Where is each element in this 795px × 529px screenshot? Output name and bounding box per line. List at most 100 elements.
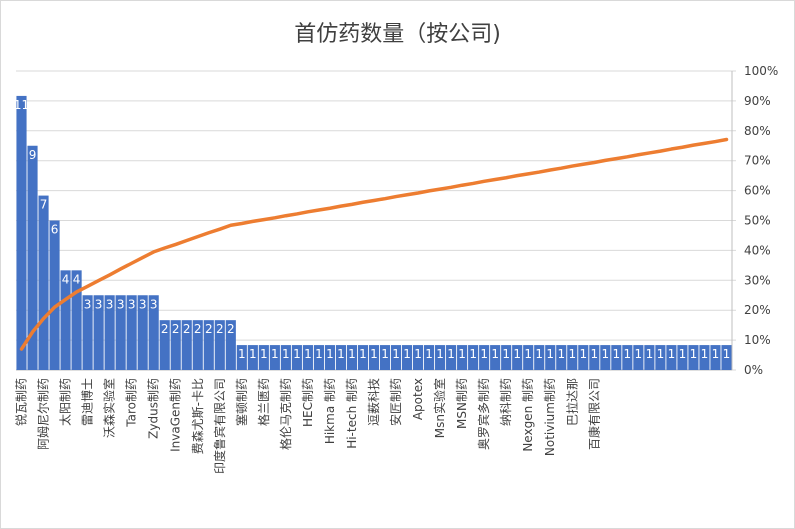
category-label: 百康有限公司 bbox=[586, 378, 601, 450]
bar bbox=[38, 195, 49, 370]
bar bbox=[589, 345, 600, 370]
bar-data-label: 9 bbox=[29, 148, 37, 162]
bar bbox=[280, 345, 291, 370]
bar bbox=[357, 345, 369, 370]
category-label: InvaGen制药 bbox=[169, 378, 183, 452]
category-label: Nexgen 制药 bbox=[521, 378, 535, 452]
bar-data-label: 1 bbox=[480, 347, 488, 361]
bar bbox=[390, 345, 402, 370]
bar bbox=[93, 295, 104, 370]
bar-data-label: 1 bbox=[546, 347, 554, 361]
bar-data-label: 1 bbox=[624, 347, 632, 361]
category-label: Hi-tech 制药 bbox=[345, 378, 359, 449]
bar bbox=[324, 345, 336, 370]
bar bbox=[699, 345, 710, 370]
bar-data-label: 2 bbox=[194, 322, 202, 336]
right-tick-label: 50% bbox=[744, 214, 771, 228]
bar bbox=[490, 345, 501, 370]
bar-data-label: 1 bbox=[238, 347, 246, 361]
bar-data-label: 1 bbox=[690, 347, 698, 361]
bar-data-label: 2 bbox=[216, 322, 224, 336]
right-tick-label: 30% bbox=[744, 273, 771, 287]
bar-data-label: 2 bbox=[205, 322, 213, 336]
bar bbox=[291, 345, 302, 370]
bar bbox=[335, 345, 347, 370]
bar-data-label: 1 bbox=[469, 347, 477, 361]
bar-data-label: 2 bbox=[172, 322, 180, 336]
bar bbox=[225, 320, 236, 370]
bar bbox=[148, 295, 159, 370]
bar bbox=[258, 345, 269, 370]
bar-data-label: 1 bbox=[414, 347, 422, 361]
bar bbox=[710, 345, 721, 370]
bar bbox=[115, 295, 126, 370]
bar bbox=[578, 345, 589, 370]
bar bbox=[424, 345, 435, 370]
bar bbox=[379, 345, 391, 370]
bar-data-label: 1 bbox=[646, 347, 654, 361]
bar bbox=[655, 345, 666, 370]
bar-data-label: 1 bbox=[271, 347, 279, 361]
category-label: 巴拉达那 bbox=[564, 378, 579, 426]
bar-data-label: 6 bbox=[51, 223, 59, 237]
bar-data-label: 1 bbox=[326, 347, 334, 361]
bar bbox=[468, 345, 479, 370]
bar bbox=[556, 345, 567, 370]
category-label: Msn实验室 bbox=[432, 378, 447, 438]
bar bbox=[401, 345, 413, 370]
bar bbox=[170, 320, 181, 370]
bar bbox=[721, 345, 732, 370]
bar-data-label: 1 bbox=[282, 347, 290, 361]
bar-data-label: 1 bbox=[348, 347, 356, 361]
bar-data-label: 1 bbox=[249, 347, 257, 361]
bar bbox=[501, 345, 512, 370]
bar bbox=[269, 345, 280, 370]
bar bbox=[611, 345, 622, 370]
right-axis: 0% 10% 20% 30% 40% 50% 60% 70% 80% 90% 100% bbox=[731, 64, 778, 377]
bar bbox=[302, 345, 313, 370]
bar bbox=[82, 295, 93, 370]
bar-data-label: 4 bbox=[73, 272, 81, 286]
bar bbox=[435, 345, 446, 370]
category-label: Hikma 制药 bbox=[323, 378, 337, 444]
bar bbox=[214, 320, 225, 370]
bar-data-label: 1 bbox=[381, 347, 389, 361]
category-label: 逗薮科技 bbox=[367, 378, 381, 426]
bar-data-label: 1 bbox=[613, 347, 621, 361]
bar bbox=[457, 345, 468, 370]
bar-data-label: 1 bbox=[513, 347, 521, 361]
right-tick-label: 90% bbox=[744, 94, 771, 108]
right-tick-label: 60% bbox=[744, 184, 771, 198]
right-tick-label: 10% bbox=[744, 333, 771, 347]
bar-data-label: 1 bbox=[568, 347, 576, 361]
chart-title: 首仿药数量（按公司) bbox=[294, 22, 501, 47]
bar-data-label: 2 bbox=[183, 322, 191, 336]
right-tick-label: 70% bbox=[744, 154, 771, 168]
bar-data-label: 1 bbox=[458, 347, 466, 361]
category-label: 沃森实验室 bbox=[102, 378, 117, 438]
category-label: Taro制药 bbox=[125, 378, 139, 428]
bar-data-label: 1 bbox=[635, 347, 643, 361]
bar-data-label: 1 bbox=[403, 347, 411, 361]
bar-data-label: 1 bbox=[436, 347, 444, 361]
bar-data-label: 1 bbox=[524, 347, 532, 361]
bar-data-label: 1 bbox=[447, 347, 455, 361]
category-label: Zydus制药 bbox=[147, 378, 161, 439]
bar-data-label: 1 bbox=[590, 347, 598, 361]
bar-data-label: 1 bbox=[315, 347, 323, 361]
bar bbox=[16, 95, 27, 371]
bar-data-label: 1 bbox=[304, 347, 312, 361]
bar-data-label: 1 bbox=[370, 347, 378, 361]
bar bbox=[567, 345, 578, 370]
category-axis: 锐瓦制药 阿姆尼尔制药 太阳制药 雷迪博士 沃森实验室 Taro制药 Zydus制药 Inva… bbox=[15, 378, 602, 474]
bar-data-label: 3 bbox=[150, 297, 158, 311]
bar bbox=[666, 345, 677, 370]
category-label: 雷迪博士 bbox=[80, 378, 95, 426]
bar-data-label: 1 bbox=[723, 347, 731, 361]
bar-data-label: 1 bbox=[293, 347, 301, 361]
right-tick-label: 0% bbox=[744, 363, 763, 377]
bar bbox=[159, 320, 170, 370]
category-label: 太阳制药 bbox=[58, 378, 73, 426]
cumulative-line bbox=[19, 137, 729, 351]
